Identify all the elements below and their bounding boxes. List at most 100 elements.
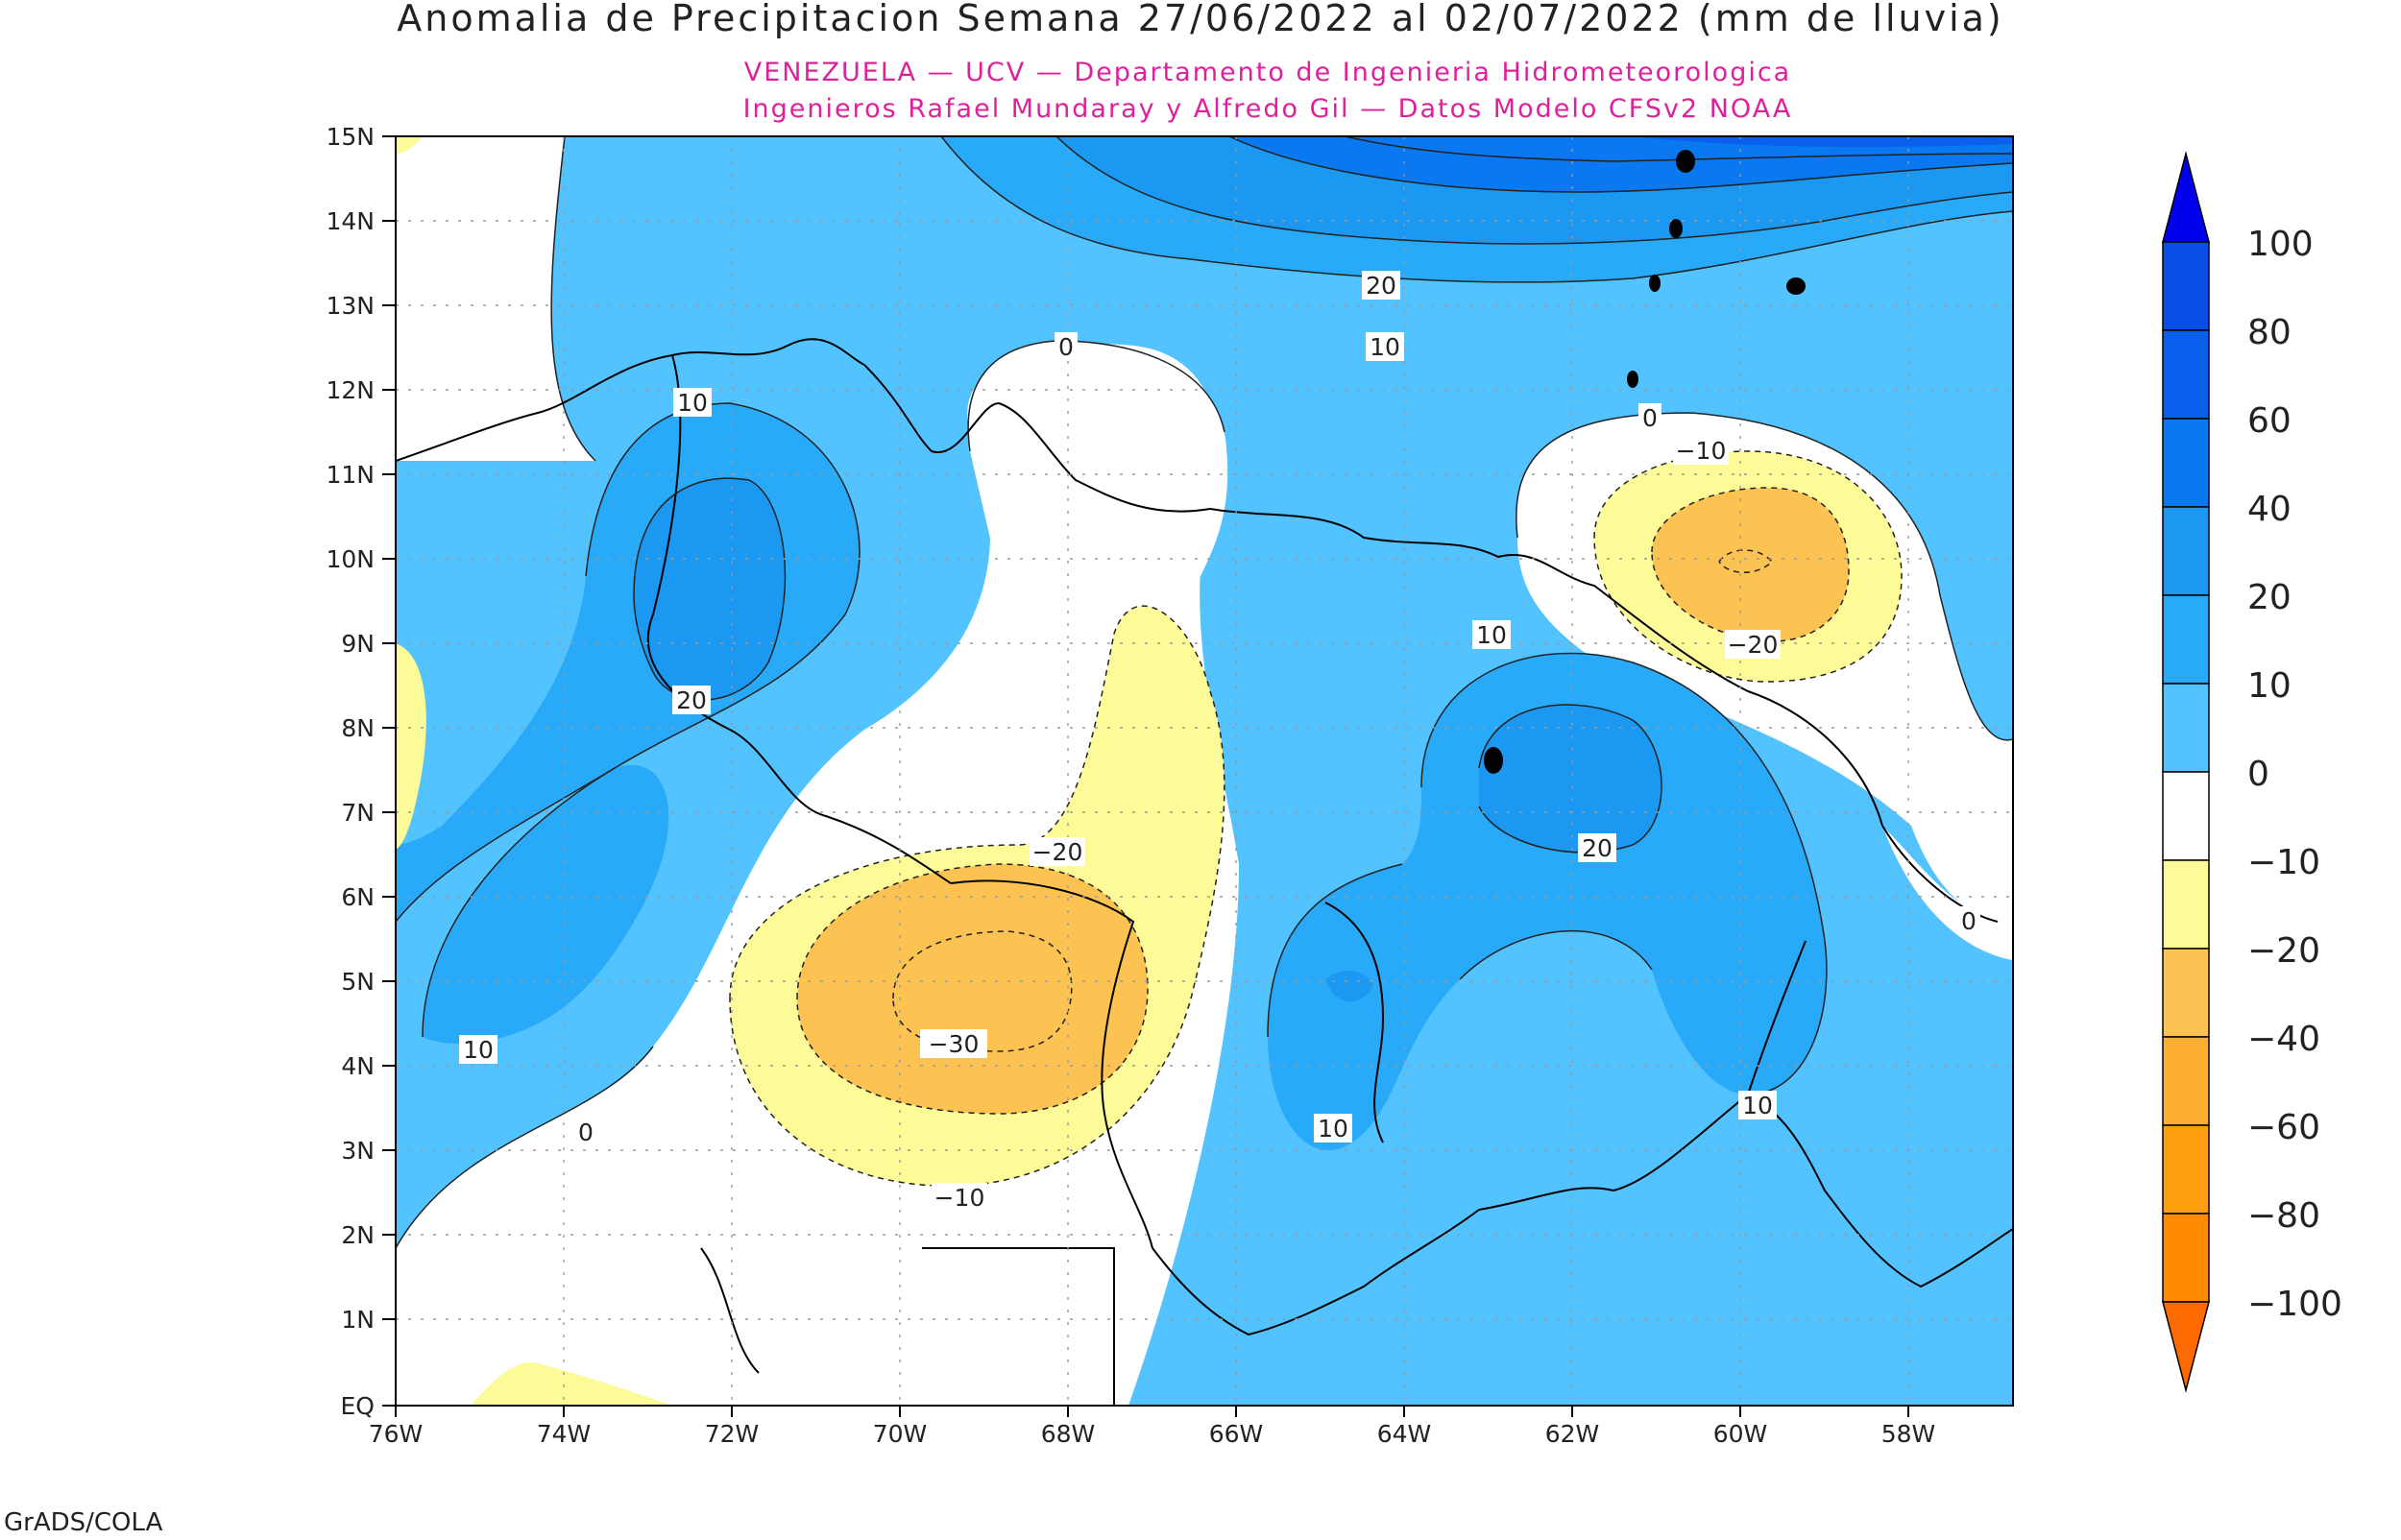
lat-label: 6N (341, 883, 375, 911)
svg-text:0: 0 (1642, 404, 1658, 432)
lon-label: 60W (1713, 1420, 1768, 1448)
svg-text:0: 0 (1058, 333, 1074, 361)
field-neg10-s (471, 1362, 672, 1406)
colorbar-label: 0 (2247, 755, 2269, 794)
colorbar-labels: 100 80 60 40 20 10 0 −10 −20 −40 −60 −80… (2247, 225, 2342, 1324)
contour-label: 10 (1738, 1091, 1777, 1119)
contour-label: 10 (1366, 332, 1404, 361)
colorbar-segment (2162, 329, 2210, 420)
lon-label: 70W (873, 1420, 928, 1448)
colorbar-label: 60 (2247, 401, 2292, 441)
contour-label: 0 (574, 1118, 597, 1146)
svg-text:10: 10 (463, 1036, 494, 1064)
lat-label: 9N (341, 630, 375, 658)
lat-label: 7N (341, 799, 375, 827)
colorbar-segment (2162, 948, 2210, 1038)
lat-label: 3N (341, 1137, 375, 1165)
colorbar-label: 100 (2247, 225, 2314, 264)
lat-label: 13N (326, 292, 375, 320)
svg-text:−30: −30 (929, 1030, 980, 1058)
colorbar-label: −60 (2247, 1108, 2320, 1147)
lon-label: 58W (1881, 1420, 1936, 1448)
lon-label: 72W (705, 1420, 760, 1448)
colorbar-segment (2162, 506, 2210, 596)
svg-text:−10: −10 (934, 1184, 985, 1212)
svg-text:10: 10 (1370, 333, 1400, 361)
lat-label: 8N (341, 714, 375, 742)
colorbar-label: 80 (2247, 313, 2292, 352)
svg-text:0: 0 (1961, 907, 1977, 935)
colorbar-label: 10 (2247, 666, 2292, 706)
contour-label: 0 (1055, 332, 1078, 361)
contour-label: 10 (1314, 1114, 1352, 1143)
lat-label: 10N (326, 545, 375, 573)
lat-label: EQ (341, 1392, 375, 1420)
colorbar-label: −40 (2247, 1020, 2320, 1059)
lon-axis: 76W 74W 72W 70W 68W 66W 64W 62W 60W 58W (369, 1406, 1936, 1448)
lat-label: 2N (341, 1221, 375, 1249)
lon-label: 62W (1545, 1420, 1600, 1448)
field-20-40-east (1479, 705, 1661, 853)
colorbar-segment (2162, 859, 2210, 950)
lat-axis: 15N 14N 13N 12N 11N 10N 9N 8N 7N 6N 5N 4… (326, 123, 396, 1420)
lon-label: 66W (1209, 1420, 1264, 1448)
map-frame (395, 135, 2014, 1407)
lat-label: 12N (326, 376, 375, 404)
svg-text:20: 20 (1366, 272, 1396, 300)
contour-label: 10 (1472, 620, 1511, 649)
colorbar-label: −100 (2247, 1285, 2342, 1324)
contour-label: 20 (1362, 271, 1400, 300)
contour-label: −10 (1673, 436, 1729, 465)
colorbar-segment (2162, 1124, 2210, 1215)
lon-label: 68W (1041, 1420, 1096, 1448)
colorbar-segment (2162, 771, 2210, 861)
svg-text:0: 0 (578, 1119, 594, 1146)
contour-label: 20 (1578, 833, 1616, 862)
map-subtitle-1: VENEZUELA — UCV — Departamento de Ingeni… (744, 58, 1791, 87)
lat-label: 4N (341, 1052, 375, 1080)
field-10-20-west-south (423, 764, 669, 1044)
lon-label: 64W (1377, 1420, 1432, 1448)
field-20-40-west (634, 478, 786, 700)
svg-text:−10: −10 (1676, 437, 1727, 465)
contour-label: −10 (932, 1183, 987, 1212)
colorbar-label: −80 (2247, 1196, 2320, 1236)
contour-label: −20 (1030, 837, 1085, 866)
field-neg10-nw (396, 136, 423, 154)
colorbar-segment (2162, 683, 2210, 773)
colorbar-label: −10 (2247, 843, 2320, 882)
colorbar-segment (2162, 1213, 2210, 1303)
colorbar-bottom-arrow (2162, 1301, 2210, 1393)
colorbar: 100 80 60 40 20 10 0 −10 −20 −40 −60 −80… (2162, 151, 2342, 1393)
field-neg20-central (797, 864, 1148, 1114)
colorbar-segment (2162, 241, 2210, 331)
lat-label: 1N (341, 1306, 375, 1334)
svg-text:10: 10 (1476, 621, 1507, 649)
contour-label: −30 (920, 1029, 987, 1058)
svg-text:10: 10 (1318, 1115, 1348, 1143)
field-neg10-w (396, 643, 426, 850)
map-plot-area (396, 136, 2013, 1406)
field-60-80-north (1633, 136, 2013, 148)
map-title: Anomalia de Precipitacion Semana 27/06/2… (397, 0, 2004, 39)
contour-label: −20 (1725, 630, 1781, 659)
contour-label: 0 (1638, 403, 1661, 432)
contour-label: 0 (1957, 906, 1980, 935)
colorbar-label: −20 (2247, 931, 2320, 971)
lat-label: 15N (326, 123, 375, 151)
colorbar-label: 40 (2247, 490, 2292, 529)
contour-labels: 20 10 0 10 20 0 −10 −20 10 20 −20 10 0 0… (459, 271, 1980, 1212)
field-white-strip (396, 136, 595, 461)
svg-text:10: 10 (1742, 1092, 1773, 1119)
colorbar-top-arrow (2162, 151, 2210, 243)
lat-label: 11N (326, 461, 375, 489)
colorbar-segment (2162, 1036, 2210, 1126)
contour-label: 20 (672, 686, 711, 714)
field-20-40-small (1325, 970, 1373, 1002)
colorbar-segment (2162, 418, 2210, 508)
svg-text:10: 10 (677, 389, 708, 417)
map-subtitle-2: Ingenieros Rafael Mundaray y Alfredo Gil… (743, 94, 1793, 124)
coastlines-borders (396, 338, 2013, 1406)
field-white-north (968, 341, 1228, 576)
